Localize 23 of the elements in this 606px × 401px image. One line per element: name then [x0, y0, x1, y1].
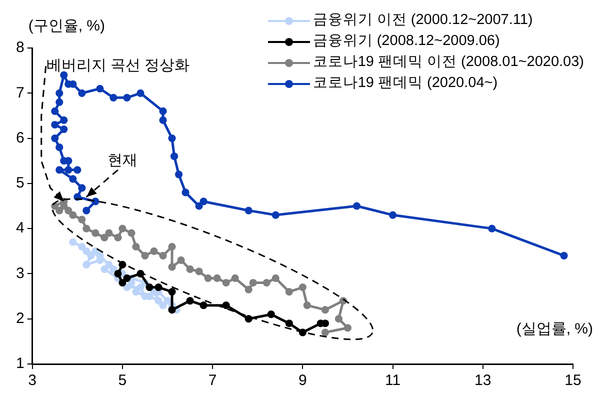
y-tick-label: 2 — [16, 310, 24, 327]
x-tick-label: 15 — [564, 372, 582, 390]
x-tick-label: 13 — [474, 372, 492, 390]
legend-label: 코로나19 팬데믹 (2020.04~) — [312, 74, 498, 93]
y-tick-label: 7 — [16, 84, 24, 102]
y-tick-label: 6 — [16, 129, 24, 146]
legend-label: 금융위기 이전 (2000.12~2007.11) — [312, 11, 533, 30]
y-tick-label: 4 — [16, 220, 24, 237]
x-axis-title: (실업률, %) — [516, 320, 593, 338]
x-tick-label: 3 — [28, 372, 37, 390]
x-tick-label: 7 — [208, 372, 217, 390]
legend-label: 금융위기 (2008.12~2009.06) — [312, 32, 500, 51]
annotation: 현재 — [107, 152, 138, 169]
y-tick-label: 1 — [16, 355, 24, 372]
x-tick-label: 9 — [298, 372, 307, 390]
x-tick-label: 11 — [384, 372, 401, 390]
y-tick-label: 5 — [16, 174, 24, 192]
legend-label: 코로나19 팬데믹 이전 (2008.01~2020.03) — [312, 53, 584, 72]
y-tick-label: 3 — [16, 264, 24, 282]
y-tick-label: 8 — [16, 39, 24, 56]
x-tick-label: 5 — [118, 372, 127, 390]
y-axis-title: (구인율, %) — [28, 18, 106, 35]
annotation: 베버리지 곡선 정상화 — [46, 57, 190, 74]
